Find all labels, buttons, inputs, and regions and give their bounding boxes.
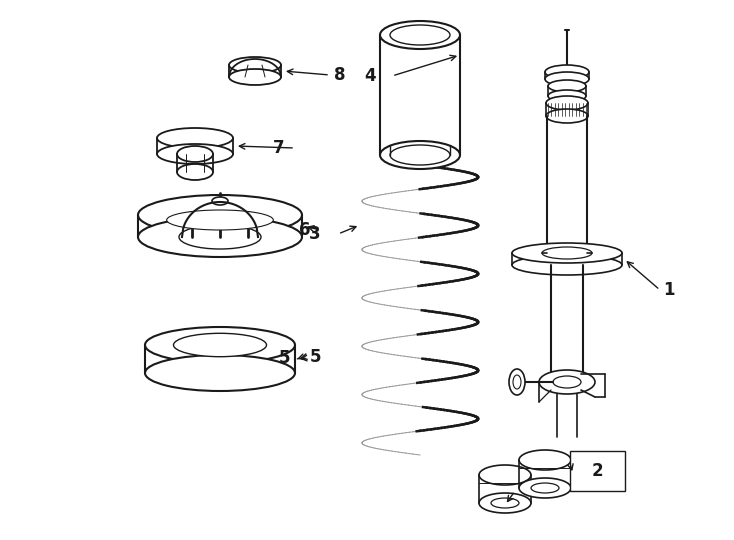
Ellipse shape: [138, 217, 302, 257]
Ellipse shape: [229, 69, 281, 85]
Ellipse shape: [179, 225, 261, 249]
Ellipse shape: [548, 80, 586, 92]
Ellipse shape: [177, 146, 213, 162]
Ellipse shape: [390, 25, 450, 45]
Ellipse shape: [145, 327, 295, 363]
Ellipse shape: [545, 72, 589, 86]
Ellipse shape: [548, 90, 586, 102]
Ellipse shape: [542, 247, 592, 259]
Text: 4: 4: [364, 67, 376, 85]
Text: 1: 1: [663, 281, 675, 299]
Ellipse shape: [215, 212, 225, 218]
Ellipse shape: [157, 144, 233, 164]
Text: 3: 3: [308, 225, 320, 243]
Ellipse shape: [512, 243, 622, 263]
Text: 5: 5: [278, 349, 290, 367]
Ellipse shape: [546, 109, 588, 123]
Ellipse shape: [390, 145, 450, 165]
Ellipse shape: [138, 195, 302, 235]
Ellipse shape: [553, 376, 581, 388]
Ellipse shape: [380, 141, 460, 169]
Ellipse shape: [546, 96, 588, 110]
Ellipse shape: [531, 483, 559, 493]
Ellipse shape: [519, 478, 571, 498]
Ellipse shape: [145, 355, 295, 391]
Ellipse shape: [512, 255, 622, 275]
Text: 2: 2: [591, 462, 603, 480]
Ellipse shape: [479, 465, 531, 485]
Ellipse shape: [380, 21, 460, 49]
Ellipse shape: [519, 450, 571, 470]
Ellipse shape: [545, 65, 589, 79]
Text: 7: 7: [273, 139, 285, 157]
Ellipse shape: [187, 212, 197, 218]
Ellipse shape: [509, 369, 525, 395]
Ellipse shape: [479, 493, 531, 513]
Ellipse shape: [229, 57, 281, 73]
FancyBboxPatch shape: [570, 451, 625, 491]
Ellipse shape: [243, 212, 253, 218]
Ellipse shape: [173, 333, 266, 357]
Ellipse shape: [167, 210, 273, 230]
Text: 8: 8: [334, 66, 346, 84]
Ellipse shape: [513, 375, 521, 389]
Ellipse shape: [212, 197, 228, 205]
Text: 6: 6: [299, 221, 310, 239]
Ellipse shape: [157, 128, 233, 148]
Ellipse shape: [177, 164, 213, 180]
Ellipse shape: [491, 498, 519, 508]
Ellipse shape: [539, 370, 595, 394]
Text: 5: 5: [310, 348, 321, 366]
